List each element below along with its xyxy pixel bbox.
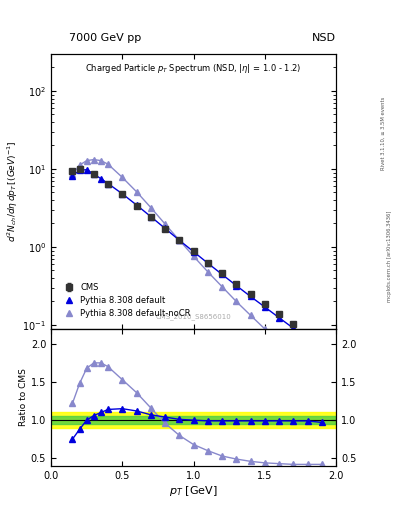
Pythia 8.308 default	[263, 304, 267, 310]
Pythia 8.308 default	[305, 335, 310, 341]
Y-axis label: $d^2N_{ch}/d\eta\,dp_T\,[(GeV)^{-1}]$: $d^2N_{ch}/d\eta\,dp_T\,[(GeV)^{-1}]$	[5, 140, 20, 242]
Pythia 8.308 default-noCR	[248, 312, 253, 318]
Pythia 8.308 default-noCR	[70, 172, 75, 178]
Pythia 8.308 default	[163, 225, 167, 231]
Pythia 8.308 default	[70, 173, 75, 179]
Pythia 8.308 default-noCR	[234, 298, 239, 305]
X-axis label: $p_T$ [GeV]: $p_T$ [GeV]	[169, 483, 218, 498]
Pythia 8.308 default	[84, 166, 89, 173]
Pythia 8.308 default-noCR	[134, 189, 139, 195]
Pythia 8.308 default	[206, 260, 210, 266]
Pythia 8.308 default-noCR	[92, 157, 96, 163]
Text: Rivet 3.1.10, ≥ 3.5M events: Rivet 3.1.10, ≥ 3.5M events	[381, 96, 386, 170]
Pythia 8.308 default-noCR	[263, 326, 267, 332]
Line: Pythia 8.308 default-noCR: Pythia 8.308 default-noCR	[70, 157, 325, 382]
Y-axis label: Ratio to CMS: Ratio to CMS	[19, 368, 28, 426]
Pythia 8.308 default	[77, 167, 82, 174]
Pythia 8.308 default-noCR	[191, 253, 196, 260]
Text: CMS_2010_S8656010: CMS_2010_S8656010	[156, 313, 231, 321]
Pythia 8.308 default-noCR	[149, 204, 153, 210]
Pythia 8.308 default	[92, 171, 96, 177]
Pythia 8.308 default	[149, 214, 153, 220]
Pythia 8.308 default	[234, 283, 239, 289]
Pythia 8.308 default	[277, 314, 281, 321]
Legend: CMS, Pythia 8.308 default, Pythia 8.308 default-noCR: CMS, Pythia 8.308 default, Pythia 8.308 …	[59, 280, 194, 322]
Pythia 8.308 default	[99, 176, 103, 182]
Pythia 8.308 default-noCR	[177, 237, 182, 243]
Pythia 8.308 default-noCR	[84, 158, 89, 164]
Pythia 8.308 default	[220, 271, 224, 278]
Pythia 8.308 default-noCR	[163, 221, 167, 227]
Pythia 8.308 default-noCR	[106, 161, 110, 167]
Pythia 8.308 default	[177, 237, 182, 243]
Pythia 8.308 default-noCR	[320, 376, 324, 382]
Bar	[51, 413, 336, 428]
Pythia 8.308 default-noCR	[291, 351, 296, 357]
Pythia 8.308 default	[248, 293, 253, 300]
Pythia 8.308 default-noCR	[220, 284, 224, 290]
Text: Charged Particle $p_T$ Spectrum (NSD, |$\eta$| = 1.0 - 1.2): Charged Particle $p_T$ Spectrum (NSD, |$…	[85, 62, 302, 75]
Text: NSD: NSD	[312, 33, 336, 44]
Pythia 8.308 default-noCR	[99, 158, 103, 164]
Pythia 8.308 default-noCR	[120, 174, 125, 180]
Pythia 8.308 default	[291, 325, 296, 331]
Text: 7000 GeV pp: 7000 GeV pp	[69, 33, 141, 44]
Pythia 8.308 default	[106, 181, 110, 187]
Pythia 8.308 default	[191, 249, 196, 255]
Pythia 8.308 default-noCR	[277, 338, 281, 345]
Pythia 8.308 default	[120, 191, 125, 197]
Pythia 8.308 default-noCR	[305, 364, 310, 370]
Pythia 8.308 default-noCR	[206, 269, 210, 275]
Text: mcplots.cern.ch [arXiv:1306.3436]: mcplots.cern.ch [arXiv:1306.3436]	[387, 210, 391, 302]
Pythia 8.308 default	[134, 202, 139, 208]
Pythia 8.308 default	[320, 346, 324, 352]
Bar	[51, 416, 336, 424]
Pythia 8.308 default-noCR	[77, 162, 82, 168]
Line: Pythia 8.308 default: Pythia 8.308 default	[70, 167, 325, 351]
